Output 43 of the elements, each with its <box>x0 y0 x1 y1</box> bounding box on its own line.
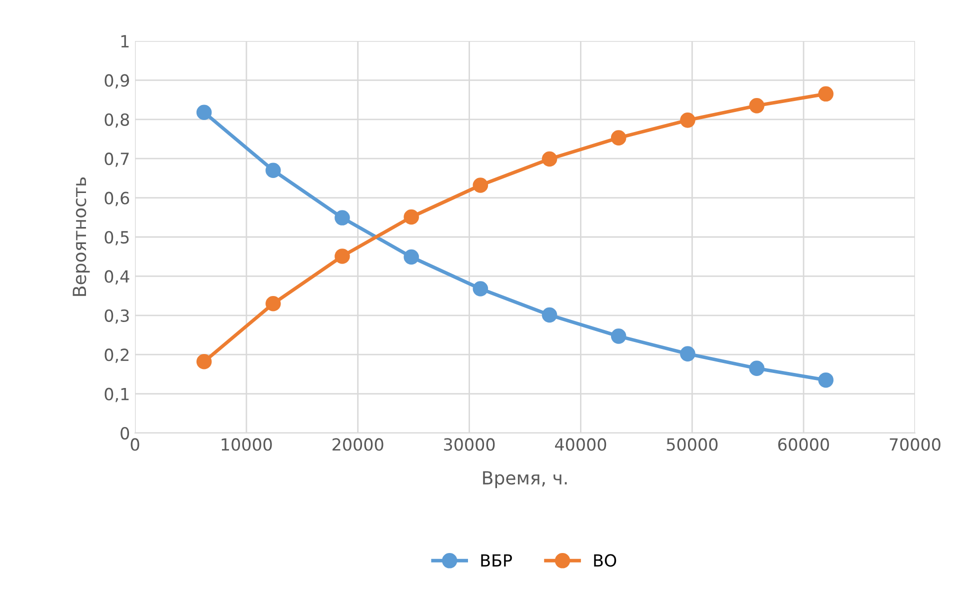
point <box>404 249 419 265</box>
legend-label: ВО <box>594 554 616 567</box>
y-tick-label: 0,2 <box>104 348 128 363</box>
point <box>749 98 764 114</box>
y-tick-label: 0,9 <box>104 74 129 88</box>
point <box>472 281 488 296</box>
y-tick-label: 0,8 <box>104 113 129 128</box>
point <box>680 346 696 362</box>
point <box>818 372 834 388</box>
y-axis-title: Вероятность <box>72 177 90 296</box>
point <box>196 354 212 370</box>
y-tick-label: 0,6 <box>104 192 130 206</box>
point <box>542 307 558 323</box>
x-tick-label: 0 <box>130 438 140 451</box>
y-tick-label: 0,7 <box>104 152 129 167</box>
x-tick-label: 30000 <box>444 438 495 451</box>
point <box>749 360 764 376</box>
point <box>266 296 281 312</box>
x-tick-label: 10000 <box>222 438 272 451</box>
x-tick-label: 20000 <box>332 438 384 451</box>
point <box>680 112 696 128</box>
y-tick-label: 0,5 <box>104 230 129 246</box>
point <box>472 178 488 193</box>
point <box>818 86 834 102</box>
point <box>266 162 281 178</box>
point <box>196 104 212 120</box>
y-tick-label: 0,4 <box>104 270 130 284</box>
x-axis-title: Время, ч. <box>483 471 567 488</box>
point <box>404 209 419 225</box>
point <box>334 210 350 226</box>
x-tick-label: 70000 <box>890 438 940 451</box>
point <box>610 130 626 146</box>
y-tick-label: 0,3 <box>104 309 129 324</box>
point <box>334 248 350 264</box>
x-tick-label: 60000 <box>778 438 829 451</box>
point <box>542 151 558 167</box>
y-tick-label: 0 <box>120 426 130 440</box>
x-tick-label: 40000 <box>555 438 606 451</box>
point <box>610 328 626 344</box>
x-tick-label: 50000 <box>666 438 718 451</box>
y-tick-label: 0,1 <box>104 388 129 402</box>
y-tick-label: 1 <box>121 35 129 48</box>
legend-label: ВБР <box>481 554 512 567</box>
